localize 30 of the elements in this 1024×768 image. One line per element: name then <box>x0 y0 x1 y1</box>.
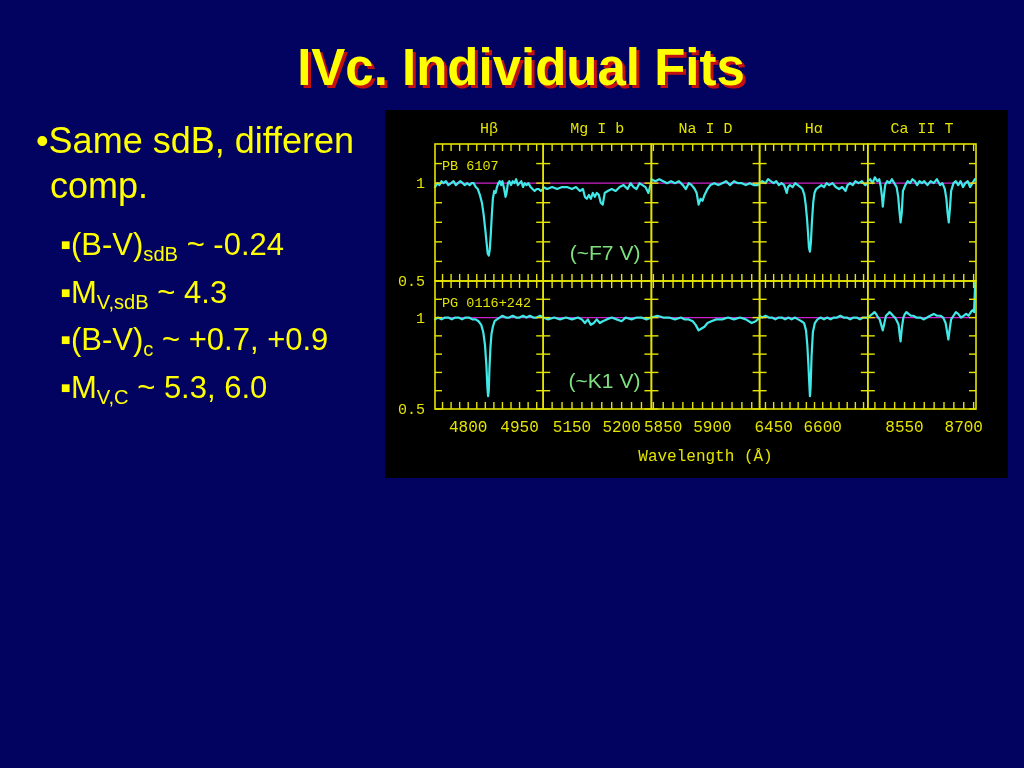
x-tick-label: 6600 <box>803 419 842 437</box>
x-tick-label: 8550 <box>885 419 924 437</box>
x-tick-label: 8700 <box>944 419 983 437</box>
x-tick-label: 5150 <box>552 419 592 437</box>
chart-title: Hβ <box>480 121 499 138</box>
y-tick-label: 1 <box>415 310 425 328</box>
chart-title: Hα <box>804 121 823 138</box>
annotation: (~F7 V) <box>569 241 641 264</box>
x-tick-label: 6450 <box>754 419 793 437</box>
y-tick-label: 0.5 <box>397 402 425 419</box>
y-tick-label: 0.5 <box>397 274 425 291</box>
text: ▪(B-V)$_{sdB}$ ~ -0.24 <box>60 227 285 266</box>
chart-title: Mg I b <box>570 121 625 138</box>
text: IVc. Individual Fits <box>297 39 745 96</box>
x-tick-label: 5200 <box>602 419 641 437</box>
x-tick-label: 5850 <box>644 419 683 437</box>
text: •Same sdB, differen comp. <box>36 120 355 206</box>
x-tick-label: 4950 <box>500 419 539 437</box>
text: ▪(B-V)$_{c}$ ~ +0.7, +0.9 <box>60 322 329 361</box>
chart-title: Na I D <box>678 121 733 138</box>
y-tick-label: 1 <box>415 176 425 194</box>
x-axis-title: Wavelength (Å) <box>638 448 773 466</box>
annotation: (~K1 V) <box>568 369 641 392</box>
text: ▪M$_{V,C}$ ~ 5.3, 6.0 <box>60 369 268 408</box>
annotation: PB 6107 <box>442 159 499 174</box>
text: ▪M$_{V,sdB}$ ~ 4.3 <box>60 274 228 313</box>
chart-title: Ca II T <box>890 121 954 138</box>
annotation: PG 0116+242 <box>442 296 532 311</box>
x-tick-label: 4800 <box>449 419 488 437</box>
x-tick-label: 5900 <box>693 419 732 437</box>
